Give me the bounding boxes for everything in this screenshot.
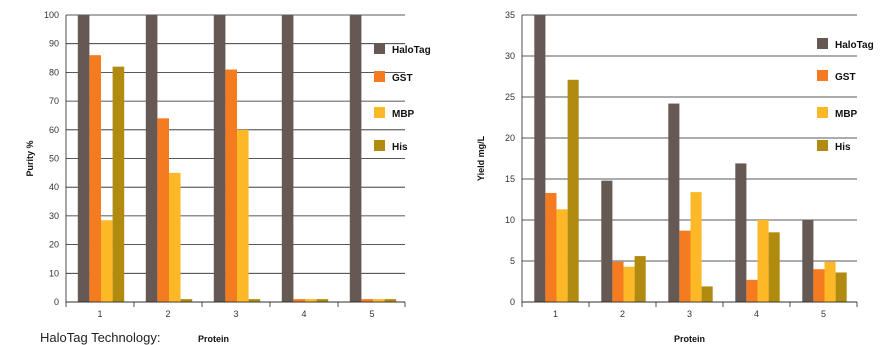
bar-gst-2: [612, 261, 624, 302]
legend-label-his: His: [392, 142, 408, 153]
bar-halotag-2: [145, 15, 158, 302]
bar-halotag-5: [349, 15, 362, 302]
bar-mbp-3: [237, 129, 249, 302]
y-axis-title: Purity %: [25, 140, 35, 176]
bar-his-4: [316, 299, 329, 302]
bar-halotag-3: [668, 103, 680, 302]
bar-halotag-4: [281, 15, 294, 302]
bar-mbp-4: [757, 220, 769, 302]
x-tick-label: 5: [369, 309, 374, 319]
bar-his-4: [768, 232, 780, 302]
y-tick-label: 0: [54, 297, 59, 307]
bar-mbp-2: [169, 172, 181, 302]
legend-swatch-mbp: [374, 107, 385, 118]
yield-chart: 0 5 10 15 20 25 30 35 1 2 3 4 5 Protein Yield mg/L Halo…: [476, 10, 874, 344]
legend-label-his: His: [835, 142, 851, 153]
legend-swatch-halotag: [817, 38, 828, 49]
y-tick-label: 30: [505, 51, 515, 61]
y-tick-label: 20: [505, 133, 515, 143]
bar-gst-1: [89, 55, 101, 303]
y-tick-label: 40: [49, 182, 59, 192]
x-tick-label: 2: [165, 309, 170, 319]
x-tick-label: 3: [687, 309, 692, 319]
y-tick-label: 90: [49, 39, 59, 49]
legend-label-gst: GST: [392, 73, 413, 84]
legend-label-halotag: HaloTag: [392, 45, 431, 56]
bar-his-2: [634, 256, 646, 302]
bar-halotag-1: [534, 15, 546, 302]
bar-gst-1: [545, 192, 557, 302]
bar-his-1: [112, 66, 125, 302]
legend-label-halotag: HaloTag: [835, 40, 874, 51]
x-axis-title: Protein: [198, 334, 229, 344]
y-tick-label: 80: [49, 67, 59, 77]
legend-swatch-his: [374, 140, 385, 151]
legend-swatch-his: [817, 140, 828, 151]
bar-gst-4: [746, 279, 758, 302]
x-tick-label: 2: [620, 309, 625, 319]
bar-mbp-1: [556, 209, 568, 302]
legend-label-mbp: MBP: [835, 109, 858, 120]
bar-his-5: [835, 272, 847, 302]
bar-halotag-2: [601, 180, 613, 302]
legend-swatch-gst: [374, 71, 385, 82]
x-tick-label: 4: [301, 309, 306, 319]
y-tick-label: 35: [505, 10, 515, 20]
legend-swatch-gst: [817, 70, 828, 81]
x-axis-title: Protein: [674, 334, 705, 344]
x-tick-label: 1: [553, 309, 558, 319]
y-tick-label: 60: [49, 125, 59, 135]
legend-label-mbp: MBP: [392, 109, 415, 120]
bar-mbp-5: [824, 261, 836, 302]
bar-his-2: [180, 299, 193, 302]
bar-his-3: [701, 286, 713, 302]
bar-gst-4: [293, 299, 305, 302]
bar-mbp-4: [305, 299, 317, 302]
bar-halotag-1: [77, 15, 90, 302]
x-tick-label: 5: [821, 309, 826, 319]
bar-mbp-2: [623, 266, 635, 302]
y-axis-title: Yield mg/L: [476, 135, 486, 181]
legend-swatch-halotag: [374, 43, 385, 54]
bar-his-3: [248, 299, 261, 302]
y-tick-label: 70: [49, 96, 59, 106]
y-tick-label: 25: [505, 92, 515, 102]
legend-swatch-mbp: [817, 107, 828, 118]
y-tick-label: 10: [505, 215, 515, 225]
y-tick-label: 0: [510, 297, 515, 307]
bar-mbp-3: [690, 192, 702, 302]
bar-gst-5: [813, 269, 825, 302]
y-tick-label: 30: [49, 211, 59, 221]
bar-mbp-5: [373, 299, 385, 302]
bar-his-5: [384, 299, 397, 302]
y-tick-label: 5: [510, 256, 515, 266]
y-tick-label: 10: [49, 268, 59, 278]
x-tick-label: 4: [754, 309, 759, 319]
legend-label-gst: GST: [835, 72, 856, 83]
x-tick-label: 1: [97, 309, 102, 319]
y-tick-label: 20: [49, 240, 59, 250]
y-tick-label: 100: [44, 10, 59, 20]
x-tick-label: 3: [233, 309, 238, 319]
bar-gst-3: [225, 69, 237, 302]
y-tick-label: 50: [49, 154, 59, 164]
bar-his-1: [567, 79, 579, 302]
bar-gst-2: [157, 118, 169, 302]
bar-halotag-5: [802, 220, 814, 302]
bar-halotag-4: [735, 163, 747, 302]
bar-mbp-1: [101, 220, 113, 302]
figure-caption: HaloTag Technology:: [40, 330, 161, 345]
y-tick-label: 15: [505, 174, 515, 184]
bar-gst-5: [361, 299, 373, 302]
purity-chart: 0 10 20 30 40 50 60 70 80 90 100 1 2 3 4 5 Protein Purity…: [25, 10, 431, 344]
bar-halotag-3: [213, 15, 226, 302]
bar-gst-3: [679, 230, 691, 302]
